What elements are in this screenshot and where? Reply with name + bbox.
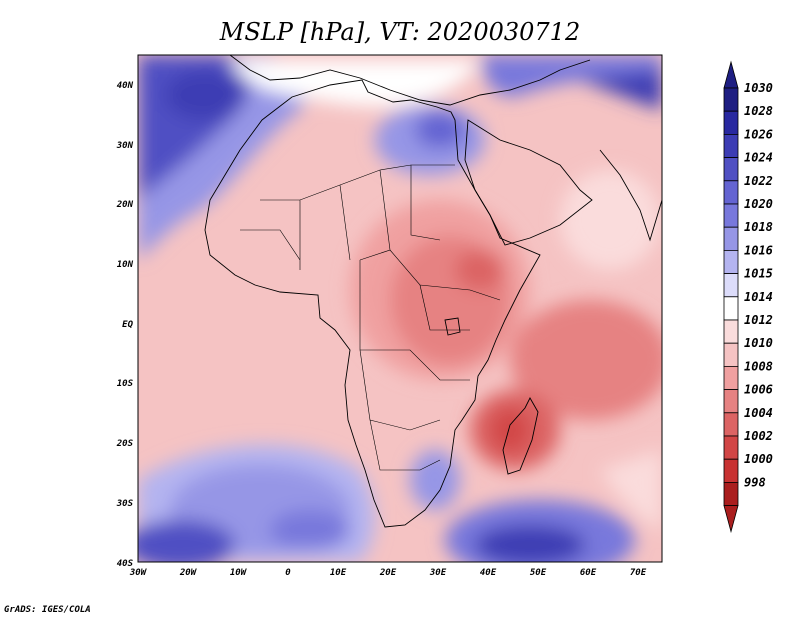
lon-tick: 30W (129, 568, 148, 578)
india-coastline (599, 149, 662, 242)
colorbar-swatch (723, 180, 739, 205)
lon-tick: 10E (330, 568, 347, 578)
colorbar-swatch (723, 273, 739, 298)
colorbar-label: 1022 (744, 174, 773, 188)
arabia-coastline (464, 119, 593, 246)
colorbar-swatch (723, 87, 739, 112)
colorbar-label: 1026 (744, 127, 773, 141)
lat-tick: 30S (116, 499, 134, 509)
lat-tick: 10N (117, 260, 134, 270)
lon-tick: 0 (285, 568, 291, 578)
colorbar-top-arrow (723, 60, 739, 89)
pressure-field (138, 55, 662, 562)
colorbar-swatch (723, 458, 739, 483)
colorbar-label: 998 (744, 475, 766, 489)
colorbar-label: 1002 (744, 429, 773, 443)
colorbar-label: 1018 (744, 220, 773, 234)
colorbar-label: 1030 (744, 81, 773, 95)
colorbar-label: 1016 (744, 243, 773, 257)
colorbar-swatch (723, 203, 739, 228)
lat-tick: EQ (122, 320, 133, 330)
colorbar-label: 1028 (744, 104, 773, 118)
colorbar-label: 1006 (744, 383, 773, 397)
lat-tick: 20S (116, 439, 134, 449)
lat-axis: 40N 30N 20N 10N EQ 10S 20S 30S 40S (116, 81, 134, 569)
colorbar-label: 1024 (744, 151, 773, 165)
lat-tick: 40N (117, 81, 134, 91)
colorbar-label: 1014 (744, 290, 773, 304)
map-frame (137, 54, 663, 563)
madagascar-coastline (502, 397, 539, 475)
colorbar: 1030 1028 1026 1024 1022 1020 1018 1016 1015 1014… (723, 60, 773, 534)
europe-coastline (229, 55, 591, 106)
africa-coastline (204, 79, 541, 528)
colorbar-swatch (723, 481, 739, 506)
lon-tick: 30E (429, 568, 447, 578)
lon-tick: 20E (379, 568, 397, 578)
colorbar-label: 1012 (744, 313, 773, 327)
colorbar-swatch (723, 435, 739, 460)
colorbar-swatch (723, 226, 739, 251)
lon-tick: 60E (580, 568, 597, 578)
colorbar-swatch (723, 157, 739, 182)
lon-tick: 40E (480, 568, 497, 578)
country-borders (240, 164, 501, 471)
colorbar-swatch (723, 110, 739, 135)
colorbar-label: 1015 (744, 267, 773, 281)
colorbar-swatch (723, 319, 739, 344)
colorbar-swatch (723, 389, 739, 414)
lon-tick: 10W (230, 568, 248, 578)
lon-tick: 20W (179, 568, 198, 578)
colorbar-label: 1000 (744, 452, 773, 466)
colorbar-swatch (723, 296, 739, 321)
colorbar-swatch (723, 249, 739, 274)
lat-tick: 40S (117, 559, 134, 569)
colorbar-label: 1008 (744, 359, 773, 373)
land-outlines (204, 55, 662, 528)
colorbar-label: 1020 (744, 197, 773, 211)
colorbar-swatch (723, 133, 739, 158)
lon-tick: 70E (630, 568, 647, 578)
lon-axis: 30W 20W 10W 0 10E 20E 30E 40E 50E 60E 70… (129, 568, 647, 578)
colorbar-label: 1010 (744, 336, 773, 350)
lat-tick: 30N (116, 141, 134, 151)
plot-title: MSLP [hPa], VT: 2020030712 (219, 18, 580, 46)
colorbar-swatch (723, 412, 739, 437)
colorbar-bottom-arrow (723, 505, 739, 534)
lat-tick: 20N (116, 200, 134, 210)
colorbar-swatch (723, 365, 739, 390)
lon-tick: 50E (530, 568, 547, 578)
colorbar-swatch (723, 342, 739, 367)
colorbar-label: 1004 (744, 406, 773, 420)
lat-tick: 10S (117, 379, 134, 389)
grads-credit: GrADS: IGES/COLA (4, 605, 91, 615)
